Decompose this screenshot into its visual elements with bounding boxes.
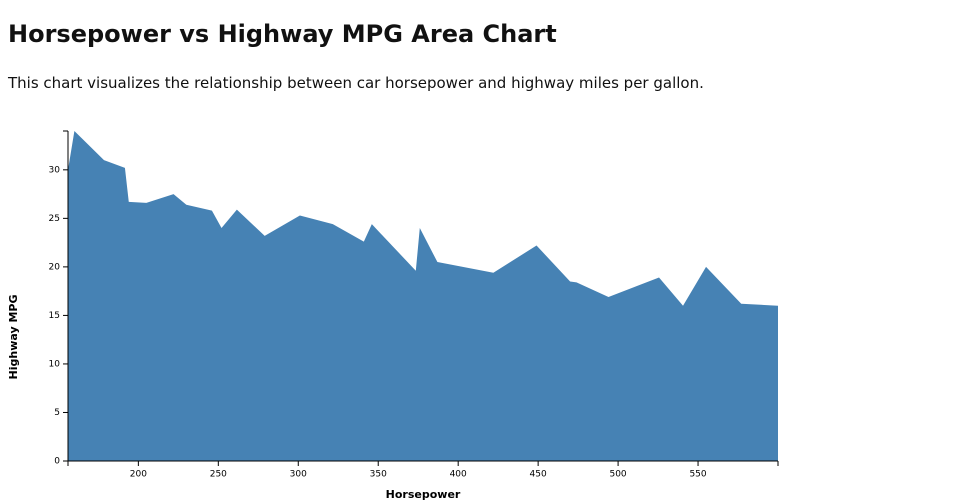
x-tick-label: 350 (370, 470, 387, 480)
x-tick-label: 400 (450, 470, 467, 480)
x-tick-label: 450 (530, 470, 547, 480)
y-tick-label: 20 (49, 262, 61, 272)
y-tick-label: 0 (54, 457, 60, 467)
area (68, 131, 778, 461)
y-tick-label: 25 (49, 214, 60, 224)
chart-title: Horsepower vs Highway MPG Area Chart (8, 20, 557, 48)
chart-subtitle: This chart visualizes the relationship b… (8, 74, 704, 92)
y-tick-label: 30 (49, 165, 61, 175)
x-tick-label: 500 (609, 470, 626, 480)
x-tick-label: 300 (290, 470, 307, 480)
x-axis-title: Horsepower (386, 488, 461, 500)
y-axis-title: Highway MPG (7, 295, 20, 380)
x-tick-label: 200 (130, 470, 147, 480)
x-tick-label: 250 (210, 470, 227, 480)
y-tick-label: 5 (54, 408, 60, 418)
x-tick-label: 550 (689, 470, 706, 480)
y-tick-label: 10 (49, 359, 61, 369)
y-tick-label: 15 (49, 311, 60, 321)
